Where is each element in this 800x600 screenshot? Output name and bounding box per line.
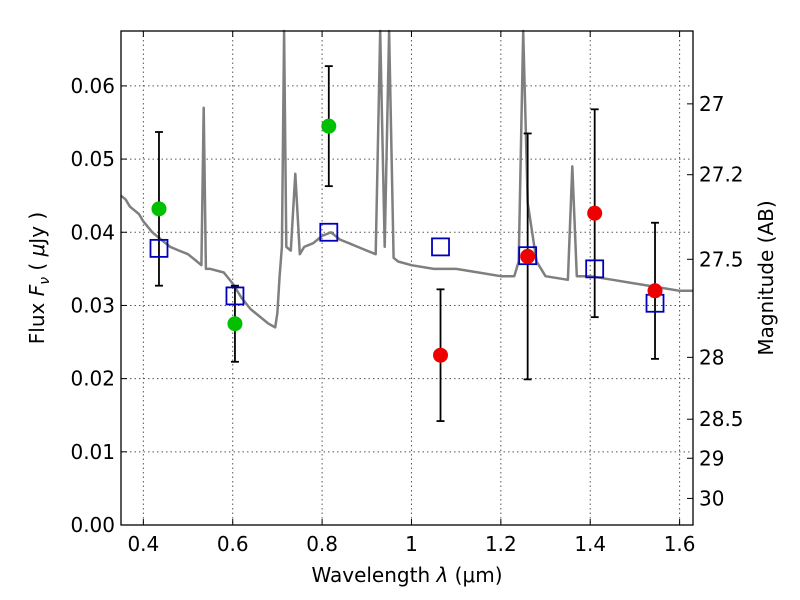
x-axis-label: Wavelength λ (μm) xyxy=(311,563,502,587)
y2-tick-label: 29 xyxy=(699,446,724,470)
y2-tick-label: 27 xyxy=(699,92,724,116)
y-tick-label: 0.03 xyxy=(70,293,115,317)
model-box-marker xyxy=(518,246,538,266)
y2-axis-label: Magnitude (AB) xyxy=(754,200,778,355)
y-tick-label: 0.01 xyxy=(70,440,115,464)
optical-point xyxy=(151,201,167,217)
tick-labels: 0.4 0.6 0.8 1 1.2 1.4 1.6 0.00 0.01 0.02 0.03 0.04 0… xyxy=(70,74,743,556)
model-box-marker xyxy=(149,238,169,258)
model-box-marker xyxy=(431,237,450,257)
axis-ticks xyxy=(121,31,693,526)
spectrum-layer xyxy=(120,29,693,329)
spectrum-line xyxy=(120,29,693,329)
nir-point xyxy=(520,248,536,264)
model-box-marker xyxy=(225,286,245,306)
x-tick-label: 0.8 xyxy=(306,532,338,556)
x-tick-label: 0.6 xyxy=(217,532,249,556)
nir-point xyxy=(433,347,449,363)
y-tick-label: 0.06 xyxy=(70,74,115,98)
y2-tick-label: 27.5 xyxy=(699,247,744,271)
y2-tick-label: 30 xyxy=(699,486,724,510)
y2-tick-label: 28.5 xyxy=(699,407,744,431)
model-box-layer xyxy=(149,222,665,313)
x-tick-label: 1 xyxy=(405,532,418,556)
y-tick-label: 0.05 xyxy=(70,147,115,171)
x-tick-label: 1.2 xyxy=(485,532,517,556)
nir-point xyxy=(587,205,603,221)
y-tick-label: 0.04 xyxy=(70,220,115,244)
plot-frame xyxy=(120,30,694,526)
y2-tick-label: 28 xyxy=(699,345,724,369)
nir-point xyxy=(647,283,663,299)
x-tick-label: 1.4 xyxy=(574,532,606,556)
y-tick-label: 0.00 xyxy=(70,513,115,537)
y-tick-label: 0.02 xyxy=(70,367,115,391)
y-axis-label: Flux Fν ( μJy ) xyxy=(25,212,53,344)
y2-tick-label: 27.2 xyxy=(699,163,744,187)
x-tick-label: 0.4 xyxy=(127,532,159,556)
photometry-point-layer xyxy=(151,118,663,363)
model-box-marker xyxy=(585,259,605,279)
x-tick-label: 1.6 xyxy=(664,532,696,556)
optical-point xyxy=(227,316,243,332)
model-box-marker xyxy=(319,222,339,242)
optical-point xyxy=(321,118,337,134)
